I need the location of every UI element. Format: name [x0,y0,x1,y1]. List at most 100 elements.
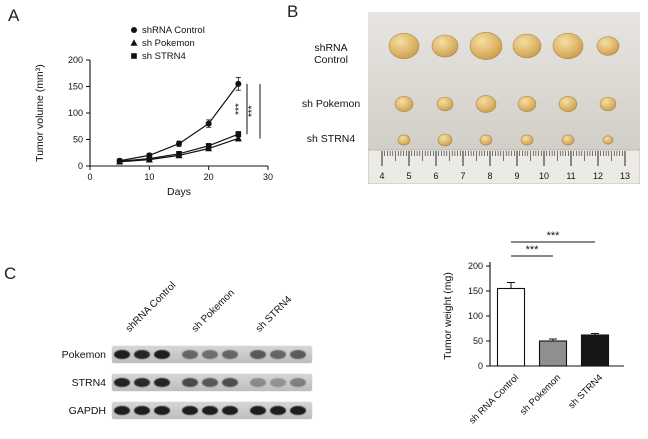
ruler-number: 6 [433,171,438,181]
square-marker [176,151,182,157]
y-tick-label: 150 [468,286,483,296]
lane-group-label: sh STRN4 [253,294,295,335]
bar [580,334,610,367]
x-tick-label: 30 [263,172,273,182]
square-marker [131,53,137,59]
bar [496,287,526,367]
ruler-number: 13 [620,171,630,181]
triangle-marker [234,134,242,142]
protein-band [134,350,150,359]
y-tick-label: 150 [68,82,83,92]
protein-band [270,378,286,387]
protein-band [202,406,218,415]
lane-group-label: shRNA Control [123,280,179,335]
protein-band [134,378,150,387]
y-axis-label: Tumor weight (mg) [442,272,454,360]
blot-strip-strn4 [112,374,312,391]
ruler-number: 12 [593,171,603,181]
protein-band [222,350,238,359]
tumor [431,34,459,58]
protein-band [250,378,266,387]
protein-band [270,350,286,359]
y-axis-label: Tumor volume (mm³) [34,64,46,162]
blot-strip-pokemon [112,346,312,363]
tumor [561,134,575,146]
protein-band [222,378,238,387]
tumor [437,133,453,147]
legend-label: sh Pokemon [142,38,195,49]
square-marker [205,143,212,149]
tumor [479,134,493,146]
protein-band [202,378,218,387]
protein-band [182,406,198,415]
protein-band [270,406,286,415]
triangle-marker [130,39,138,46]
tumor [520,134,534,146]
ruler-number: 11 [566,171,575,181]
y-tick-label: 200 [68,55,83,65]
photo-row-label-sh-pokemon: sh Pokemon [301,98,361,110]
ruler-number: 9 [514,171,519,181]
protein-band [114,350,130,359]
protein-band [250,350,266,359]
photo-row-label-shrna-control: shRNA Control [314,42,348,66]
significance-label: *** [234,103,245,115]
tumor [599,96,617,112]
tumor-photo: 4 5 6 7 8 9 10 11 12 13 [368,12,640,184]
panel-c-label: C [4,264,17,283]
y-tick-label: 100 [468,311,483,321]
x-tick-label: sh RNA Control [467,372,521,426]
significance-label: *** [247,105,258,117]
y-tick-label: 200 [468,261,483,271]
ruler-number: 4 [379,171,384,181]
square-marker [116,158,123,165]
blot-row-label: GAPDH [68,405,106,417]
y-tick-label: 0 [78,161,83,171]
blot-strip-gapdh [112,402,312,419]
tumor [558,95,578,112]
x-tick-label: 20 [204,172,214,182]
tumor-weight-bar-chart: 0 50 100 150 200 Tumor weight (mg) sh RNA Cont… [442,230,624,426]
tumor [394,95,414,112]
circle-marker [205,120,212,127]
x-axis-label: Days [167,186,191,198]
y-tick-label: 100 [68,108,83,118]
tumor [475,95,497,113]
significance-label: *** [547,230,561,242]
circle-marker [235,80,242,87]
y-tick-label: 50 [473,336,483,346]
protein-band [290,406,306,415]
square-marker [146,155,153,162]
lane-group-label: sh Pokemon [189,287,237,335]
panel-b-label: B [287,2,299,21]
y-tick-label: 0 [478,361,483,371]
circle-marker [131,27,137,33]
protein-band [134,406,150,415]
x-tick-label: sh Pokemon [518,372,563,417]
photo-row-label-sh-strn4: sh STRN4 [306,133,356,145]
protein-band [222,406,238,415]
y-tick-label: 50 [73,135,83,145]
ruler-number: 7 [460,171,465,181]
ruler [368,149,640,184]
ruler-number: 5 [406,171,411,181]
tumor [517,95,537,112]
series-line [119,83,239,162]
x-tick-label: 10 [144,172,154,182]
tumor [469,32,503,60]
legend-label: sh STRN4 [142,51,186,62]
protein-band [114,406,130,415]
tumor [602,135,614,145]
tumor [596,36,620,56]
bar [538,340,568,367]
protein-band [114,378,130,387]
blot-row-label: STRN4 [71,377,106,389]
tumor [388,32,420,60]
legend-label: shRNA Control [142,25,205,36]
blot-row-label: Pokemon [61,349,106,361]
tumor-volume-line-chart: 0 10 20 30 0 50 100 150 200 Days Tumor volume (mm³… [34,25,273,198]
protein-band [250,406,266,415]
ruler-number: 8 [487,171,492,181]
panel-a-label: A [8,6,20,25]
ruler-number: 10 [539,171,549,181]
